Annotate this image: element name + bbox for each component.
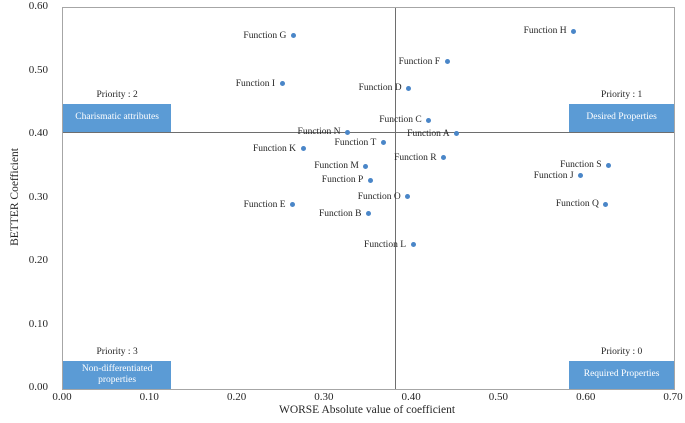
x-tick-label: 0.40	[401, 391, 421, 403]
data-point-dot	[405, 194, 411, 200]
data-point-dot	[603, 201, 609, 207]
data-point-label: Function Q	[555, 199, 599, 210]
data-point-dot	[367, 177, 373, 183]
x-tick-label: 0.10	[139, 391, 159, 403]
x-tick-label: 0.50	[488, 391, 509, 403]
quadrant-box-label: Desired Properties	[586, 112, 657, 123]
data-point-dot	[410, 242, 416, 248]
data-point-dot	[366, 211, 371, 217]
data-point-label: Function K	[253, 143, 297, 154]
priority-label-top-right: Priority : 1	[601, 89, 643, 100]
data-point-dot	[345, 129, 351, 135]
data-point-dot	[571, 28, 577, 34]
y-tick-label: 0.50	[28, 63, 48, 76]
quadrant-box-label: Charismatic attributes	[75, 112, 159, 123]
data-point-dot	[444, 59, 450, 65]
data-point-dot	[363, 163, 369, 169]
quadrant-box-bottom-left: Non-differentiated properties	[63, 361, 172, 389]
data-point-label: Function M	[314, 161, 359, 172]
data-point-label: Function B	[319, 208, 362, 219]
data-point-label: Function P	[321, 175, 364, 186]
data-point-dot	[441, 155, 447, 161]
data-point-label: Function T	[334, 137, 377, 148]
quadrant-box-label: Non-differentiated properties	[81, 363, 153, 386]
priority-label-bottom-right: Priority : 0	[601, 347, 643, 358]
y-tick-label: 0.30	[28, 190, 48, 203]
divider-vertical-line	[394, 8, 396, 389]
data-point-dot	[290, 33, 296, 39]
data-point-label: Function N	[297, 127, 341, 138]
priority-label-top-left: Priority : 2	[96, 89, 138, 100]
y-tick-label: 0.10	[28, 317, 48, 330]
data-point-label: Function E	[243, 199, 286, 210]
quadrant-box-top-right: Desired Properties	[569, 103, 674, 132]
x-tick-label: 0.70	[663, 391, 683, 403]
y-tick-label: 0.40	[28, 127, 48, 139]
x-tick-label: 0.60	[576, 391, 596, 403]
data-point-label: Function A	[407, 128, 450, 139]
data-point-label: Function D	[358, 83, 402, 93]
quadrant-box-bottom-right: Required Properties	[569, 361, 674, 389]
data-point-dot	[380, 140, 386, 146]
data-point-label: Function F	[398, 56, 441, 67]
quadrant-box-label: Required Properties	[583, 369, 660, 380]
data-point-label: Function S	[560, 160, 602, 171]
data-point-dot	[406, 85, 412, 91]
x-axis-title: WORSE Absolute value of coefficient	[278, 404, 456, 416]
quadrant-box-top-left: Charismatic attributes	[63, 103, 172, 132]
divider-horizontal-line	[63, 131, 674, 133]
y-tick-label: 0.00	[28, 381, 48, 393]
data-point-dot	[578, 173, 584, 179]
data-point-label: Function J	[533, 170, 574, 181]
data-point-label: Function R	[394, 152, 437, 163]
data-point-label: Function H	[523, 26, 567, 37]
data-point-dot	[454, 131, 460, 137]
plot-area: Charismatic attributes Priority : 2 Desire…	[62, 7, 675, 390]
x-tick-label: 0.00	[52, 391, 72, 403]
data-point-dot	[426, 117, 432, 123]
x-tick-label: 0.30	[314, 391, 334, 403]
data-point-dot	[606, 162, 612, 168]
y-tick-label: 0.20	[28, 254, 48, 266]
data-point-label: Function C	[379, 115, 422, 126]
data-point-dot	[279, 81, 285, 87]
data-point-dot	[300, 146, 306, 152]
data-point-label: Function G	[243, 30, 287, 41]
data-point-dot	[290, 202, 296, 208]
x-tick-label: 0.20	[226, 391, 247, 403]
data-point-label: Function O	[357, 191, 401, 202]
priority-label-bottom-left: Priority : 3	[96, 347, 138, 358]
y-tick-label: 0.60	[28, 0, 48, 12]
data-point-label: Function L	[364, 239, 407, 250]
data-point-label: Function I	[235, 78, 276, 89]
